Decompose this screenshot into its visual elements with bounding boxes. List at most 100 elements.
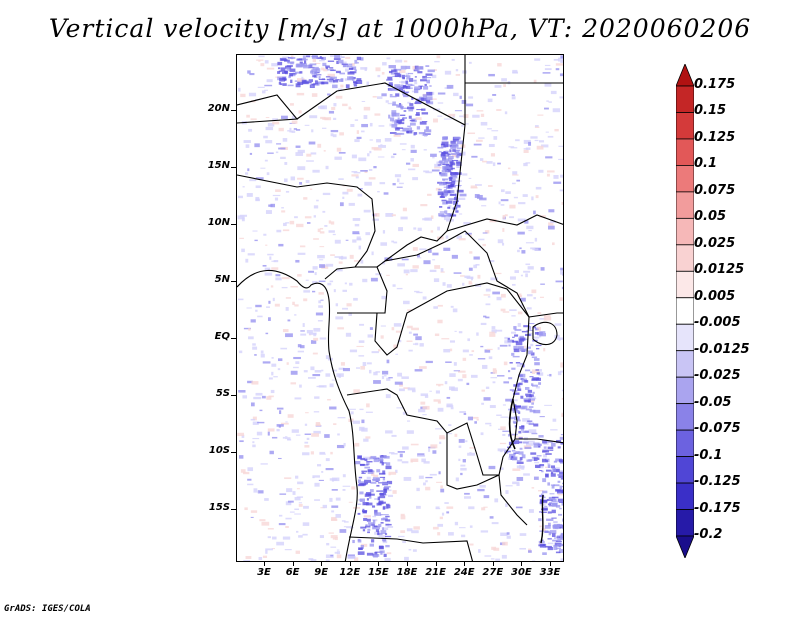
field-cell (471, 350, 475, 353)
lon-tick-mark (435, 562, 437, 566)
field-cell (515, 341, 523, 346)
field-cell (475, 264, 480, 266)
field-cell (361, 130, 365, 133)
field-cell (525, 386, 530, 390)
field-cell (264, 89, 269, 91)
field-cell (415, 342, 419, 346)
field-cell (552, 418, 557, 422)
field-cell (329, 406, 337, 410)
field-cell (558, 474, 563, 478)
field-cell (312, 58, 317, 63)
field-cell (345, 239, 349, 241)
field-cell (547, 482, 551, 486)
field-cell (349, 76, 354, 79)
field-cell (548, 464, 551, 468)
field-cell (382, 462, 387, 464)
field-cell (469, 251, 473, 254)
field-cell (527, 389, 533, 393)
field-cell (550, 484, 555, 486)
field-cell (551, 502, 558, 507)
field-cell (312, 66, 319, 71)
field-cell (289, 131, 293, 133)
field-cell (293, 356, 301, 360)
field-cell (344, 521, 349, 523)
colorbar-segment (676, 217, 694, 246)
field-cell (559, 534, 563, 536)
field-cell (385, 394, 391, 399)
field-cell (297, 58, 303, 61)
field-cell (518, 451, 524, 455)
field-cell (510, 331, 517, 334)
field-cell (534, 457, 540, 460)
field-cell (538, 511, 542, 513)
field-cell (562, 338, 563, 343)
field-cell (386, 57, 391, 60)
field-cell (306, 329, 313, 334)
field-cell (540, 267, 545, 271)
lat-tick-mark (231, 395, 236, 396)
field-cell (335, 497, 341, 501)
field-cell (521, 405, 527, 410)
field-cell (351, 154, 357, 159)
field-cell (377, 496, 381, 501)
field-cell (285, 333, 293, 338)
field-cell (289, 511, 295, 513)
field-cell (319, 535, 325, 539)
field-cell (294, 513, 301, 515)
field-cell (329, 478, 337, 481)
field-cell (519, 247, 522, 250)
field-cell (248, 128, 253, 132)
field-cell (533, 459, 538, 461)
field-cell (325, 554, 334, 559)
field-cell (378, 125, 385, 127)
field-cell (531, 289, 537, 294)
field-cell (381, 295, 387, 300)
field-cell (345, 332, 352, 337)
field-cell (337, 327, 345, 330)
field-cell (480, 322, 487, 326)
field-cell (528, 429, 537, 434)
field-cell (284, 178, 288, 183)
field-cell (560, 536, 563, 541)
field-cell (416, 112, 420, 115)
field-cell (542, 449, 550, 453)
field-cell (340, 61, 347, 66)
field-cell (518, 293, 522, 297)
field-cell (283, 222, 287, 227)
field-cell (433, 108, 441, 111)
field-cell (330, 221, 335, 225)
field-cell (402, 116, 408, 119)
lake-victoria (532, 321, 558, 346)
field-cell (336, 551, 341, 555)
field-cell (394, 87, 401, 90)
field-cell (355, 176, 359, 179)
field-cell (294, 397, 302, 400)
field-cell (456, 189, 464, 193)
field-cell (335, 79, 340, 81)
field-cell (361, 100, 366, 102)
field-cell (517, 346, 524, 350)
field-cell (393, 323, 402, 327)
field-cell (319, 246, 325, 248)
field-cell (438, 213, 444, 217)
field-cell (508, 377, 513, 380)
field-cell (449, 340, 455, 343)
field-cell (413, 227, 417, 230)
field-cell (440, 488, 445, 493)
field-cell (530, 343, 534, 347)
field-cell (279, 493, 287, 495)
field-cell (441, 152, 446, 155)
lon-tick-mark (292, 562, 294, 566)
field-cell (453, 196, 458, 200)
field-cell (545, 156, 553, 159)
field-cell (478, 137, 485, 139)
field-cell (534, 139, 539, 142)
lon-tick-mark (264, 562, 265, 566)
field-cell (421, 121, 428, 123)
lat-tick-label: 10S (208, 445, 230, 456)
field-cell (456, 200, 459, 202)
field-cell (497, 375, 505, 377)
field-cell (513, 326, 517, 330)
field-cell (559, 485, 563, 489)
field-cell (381, 370, 389, 375)
